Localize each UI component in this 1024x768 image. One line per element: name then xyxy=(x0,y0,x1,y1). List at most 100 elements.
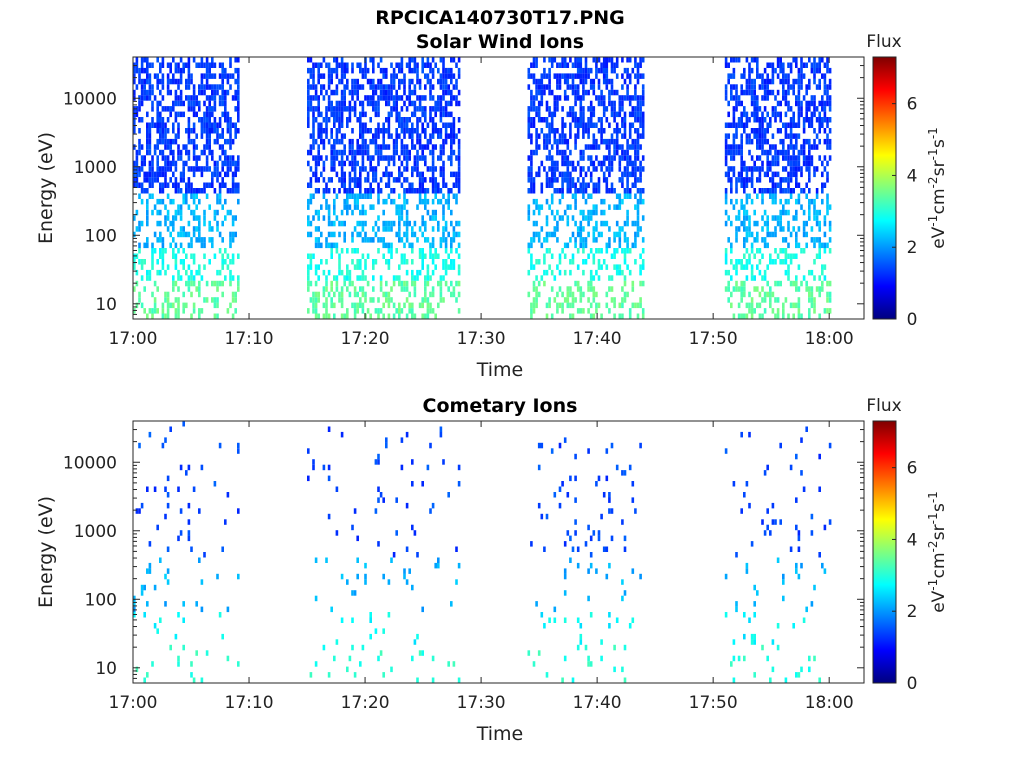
heatmap-cell xyxy=(805,62,808,68)
heatmap-cell xyxy=(450,57,453,63)
heatmap-cell xyxy=(750,633,754,640)
heatmap-cell xyxy=(737,122,741,128)
heatmap-cell xyxy=(802,128,806,134)
heatmap-cell xyxy=(750,231,754,238)
heatmap-cell xyxy=(346,198,349,205)
heatmap-cell xyxy=(372,95,375,101)
heatmap-cell xyxy=(133,177,136,183)
heatmap-cell xyxy=(231,73,235,79)
heatmap-cell xyxy=(200,242,204,249)
heatmap-cell xyxy=(587,568,590,574)
heatmap-cell xyxy=(322,138,326,145)
heatmap-cell xyxy=(455,579,458,585)
heatmap-cell xyxy=(815,215,819,221)
heatmap-cell xyxy=(724,286,728,292)
heatmap-cell xyxy=(574,144,577,150)
heatmap-cell xyxy=(444,111,448,118)
heatmap-cell xyxy=(634,84,637,90)
heatmap-cell xyxy=(351,155,354,161)
heatmap-cell xyxy=(535,297,538,303)
heatmap-cell xyxy=(795,171,798,178)
heatmap-cell xyxy=(343,160,346,167)
heatmap-cell xyxy=(582,149,585,156)
heatmap-cell xyxy=(569,237,572,243)
heatmap-cell xyxy=(789,122,793,128)
heatmap-cell xyxy=(636,78,640,85)
heatmap-cell xyxy=(584,89,588,96)
heatmap-cell xyxy=(634,160,637,167)
heatmap-cell xyxy=(221,111,224,118)
heatmap-cell xyxy=(229,138,232,145)
heatmap-cell xyxy=(205,117,209,123)
heatmap-cell xyxy=(561,677,564,683)
heatmap-cell xyxy=(571,177,575,183)
heatmap-cell xyxy=(537,280,541,287)
heatmap-cell xyxy=(782,73,785,79)
heatmap-cell xyxy=(576,160,580,167)
heatmap-cell xyxy=(621,155,624,161)
heatmap-cell xyxy=(356,220,359,227)
heatmap-cell xyxy=(600,89,603,96)
heatmap-cell xyxy=(766,149,769,156)
heatmap-cell xyxy=(312,144,315,150)
heatmap-cell xyxy=(359,302,362,309)
heatmap-cell xyxy=(200,677,204,683)
heatmap-cell xyxy=(571,253,575,259)
heatmap-cell xyxy=(618,269,622,276)
heatmap-cell xyxy=(621,106,624,112)
heatmap-cell xyxy=(753,237,756,243)
heatmap-cell xyxy=(782,84,785,90)
heatmap-cell xyxy=(740,89,743,96)
heatmap-cell xyxy=(797,198,801,205)
heatmap-cell xyxy=(177,308,180,314)
heatmap-cell xyxy=(179,215,183,221)
heatmap-cell xyxy=(636,138,640,145)
heatmap-cell xyxy=(556,144,559,150)
heatmap-cell xyxy=(597,264,601,270)
heatmap-cell xyxy=(395,209,398,216)
heatmap-cell xyxy=(444,89,448,96)
heatmap-cell xyxy=(826,122,829,128)
heatmap-cell xyxy=(553,617,557,623)
heatmap-cell xyxy=(442,160,445,167)
heatmap-cell xyxy=(457,171,461,178)
heatmap-cell xyxy=(156,73,159,79)
heatmap-cell xyxy=(766,171,769,178)
heatmap-cell xyxy=(343,177,346,183)
heatmap-cell xyxy=(325,117,328,123)
heatmap-cell xyxy=(750,198,754,205)
heatmap-cell xyxy=(740,177,743,183)
heatmap-cell xyxy=(411,655,414,662)
heatmap-cell xyxy=(750,177,754,183)
heatmap-cell xyxy=(724,155,728,161)
heatmap-cell xyxy=(325,122,328,128)
heatmap-cell xyxy=(346,209,349,216)
heatmap-cell xyxy=(631,67,635,74)
heatmap-cell xyxy=(550,171,554,178)
heatmap-cell xyxy=(211,84,214,90)
heatmap-cell xyxy=(766,128,769,134)
heatmap-cell xyxy=(203,182,206,188)
heatmap-cell xyxy=(203,149,206,156)
heatmap-cell xyxy=(166,128,170,134)
heatmap-cell xyxy=(192,106,196,112)
heatmap-cell xyxy=(776,220,780,227)
heatmap-cell xyxy=(317,242,320,249)
heatmap-cell xyxy=(426,122,430,128)
heatmap-cell xyxy=(148,160,152,167)
heatmap-cell xyxy=(198,106,201,112)
heatmap-cell xyxy=(626,84,629,90)
heatmap-cell xyxy=(159,617,162,623)
heatmap-cell xyxy=(179,73,183,79)
heatmap-cell xyxy=(724,62,728,68)
heatmap-cell xyxy=(595,220,598,227)
heatmap-cell xyxy=(813,166,816,172)
heatmap-cell xyxy=(748,253,751,259)
heatmap-cell xyxy=(771,177,775,183)
heatmap-cell xyxy=(411,302,414,309)
heatmap-cell xyxy=(392,78,396,85)
heatmap-cell xyxy=(369,128,372,134)
heatmap-cell xyxy=(312,171,315,178)
heatmap-cell xyxy=(325,308,328,314)
heatmap-cell xyxy=(532,122,536,128)
